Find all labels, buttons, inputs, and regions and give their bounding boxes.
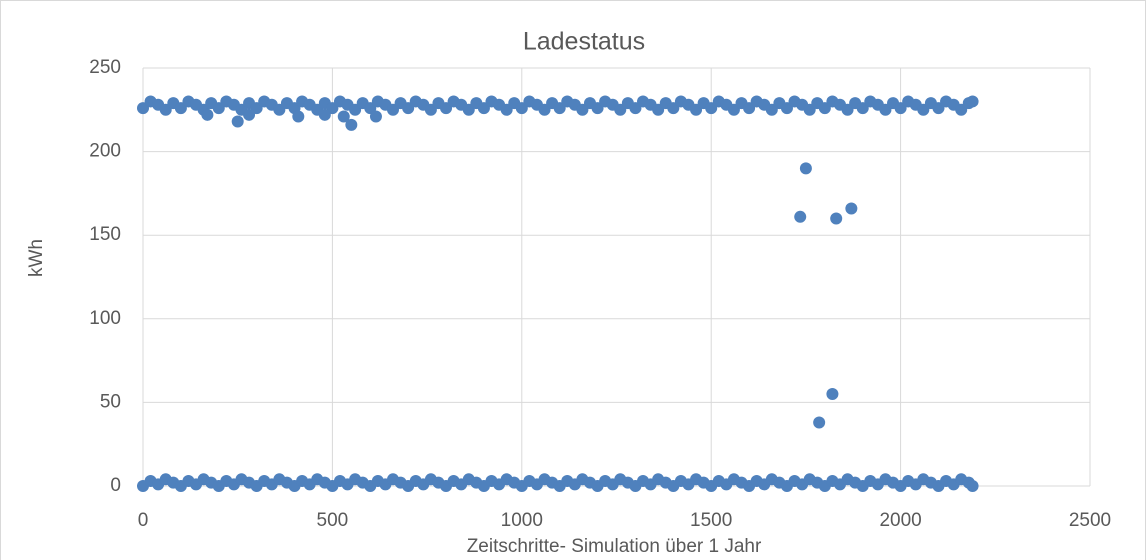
x-tick-label: 500: [317, 510, 349, 531]
data-point: [231, 115, 244, 128]
data-point: [292, 110, 305, 123]
data-point: [830, 212, 843, 225]
data-point: [966, 95, 979, 108]
data-point: [826, 388, 839, 401]
chart-title: Ladestatus: [523, 28, 645, 56]
y-tick-label: 150: [89, 224, 121, 245]
x-tick-label: 2500: [1069, 510, 1111, 531]
y-tick-label: 200: [89, 141, 121, 162]
data-point: [845, 202, 858, 215]
y-axis-label: kWh: [26, 239, 47, 277]
x-tick-label: 1000: [501, 510, 543, 531]
y-tick-label: 100: [89, 308, 121, 329]
y-tick-label: 0: [110, 475, 121, 496]
data-point: [318, 108, 331, 121]
y-tick-label: 50: [100, 391, 121, 412]
data-point: [337, 110, 350, 123]
data-point: [345, 118, 358, 131]
x-axis-label: Zeitschritte- Simulation über 1 Jahr: [467, 536, 762, 557]
data-point: [799, 162, 812, 175]
x-tick-label: 2000: [879, 510, 921, 531]
data-point: [243, 108, 256, 121]
data-point: [966, 480, 979, 492]
data-point: [794, 210, 807, 223]
data-point: [369, 110, 382, 123]
data-point: [201, 108, 214, 121]
x-tick-label: 1500: [690, 510, 732, 531]
x-tick-label: 0: [138, 510, 149, 531]
data-point: [813, 416, 826, 429]
y-tick-label: 250: [89, 57, 121, 78]
